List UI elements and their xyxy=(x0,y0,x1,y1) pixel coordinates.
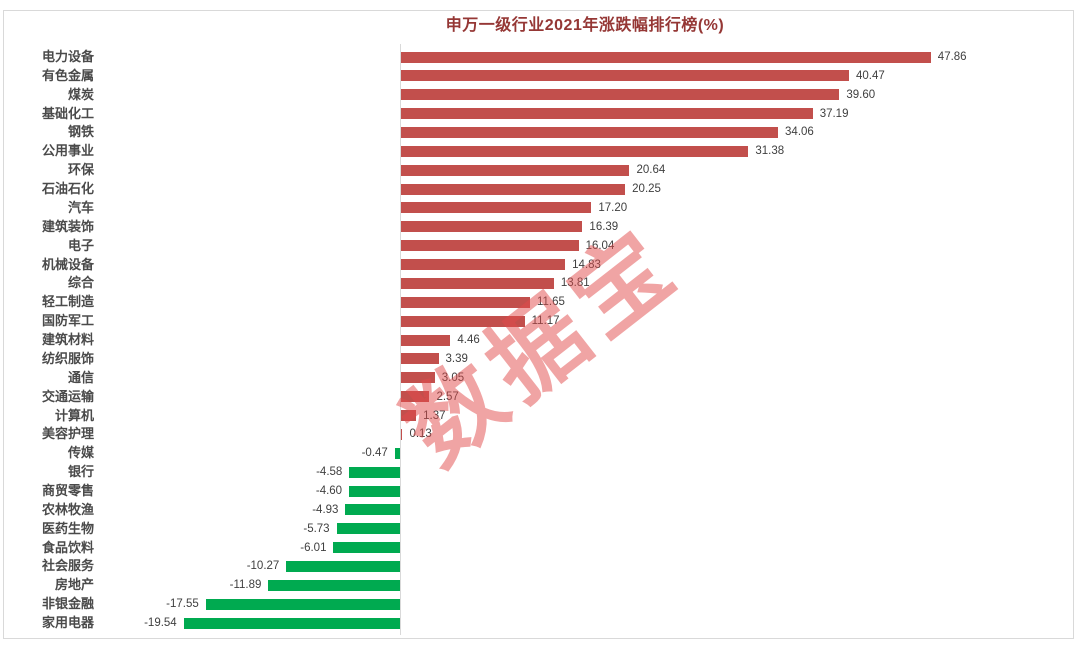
value-label: 17.20 xyxy=(598,201,628,214)
category-label: 传媒 xyxy=(67,445,94,461)
value-label: 34.06 xyxy=(785,126,814,139)
bar xyxy=(401,183,626,195)
bar xyxy=(268,579,400,591)
value-label: 0.13 xyxy=(409,428,432,441)
bar xyxy=(336,523,400,535)
value-label: -10.27 xyxy=(246,560,280,573)
bar xyxy=(345,504,400,516)
category-label: 机械设备 xyxy=(41,256,94,272)
bar xyxy=(401,221,583,233)
category-label: 医药生物 xyxy=(41,520,94,536)
category-label: 社会服务 xyxy=(41,558,94,574)
value-label: 3.05 xyxy=(441,371,465,384)
value-label: 20.25 xyxy=(632,183,661,196)
bar xyxy=(401,51,931,63)
bar xyxy=(349,466,400,478)
value-label: 16.04 xyxy=(585,239,615,252)
category-label: 电力设备 xyxy=(41,49,94,64)
value-label: 11.65 xyxy=(536,296,565,309)
category-label: 交通运输 xyxy=(41,388,94,404)
value-label: -4.60 xyxy=(315,485,343,497)
value-label: -4.58 xyxy=(316,466,343,479)
category-label: 商贸零售 xyxy=(41,483,94,498)
value-label: 16.39 xyxy=(589,220,619,233)
bar xyxy=(394,447,400,459)
value-label: -4.93 xyxy=(312,503,339,516)
value-label: 14.83 xyxy=(572,258,601,271)
value-label: -19.54 xyxy=(144,617,177,630)
chart-frame xyxy=(3,10,1074,639)
value-label: 4.46 xyxy=(457,334,480,347)
bar xyxy=(401,410,417,422)
category-label: 美容护理 xyxy=(41,426,94,442)
bar xyxy=(401,240,579,252)
value-label: 2.57 xyxy=(436,390,459,403)
value-label: 13.81 xyxy=(560,277,590,290)
category-label: 轻工制造 xyxy=(41,294,94,310)
value-label: 47.86 xyxy=(937,51,967,63)
bar xyxy=(401,334,451,346)
category-label: 食品饮料 xyxy=(41,539,94,555)
value-label: 40.47 xyxy=(856,69,885,82)
category-label: 建筑材料 xyxy=(41,332,94,348)
category-label: 非银金融 xyxy=(41,596,94,612)
bar xyxy=(333,542,400,554)
category-label: 房地产 xyxy=(54,577,94,593)
bar xyxy=(401,108,813,120)
category-label: 家用电器 xyxy=(41,615,94,631)
bar xyxy=(401,145,749,157)
bar xyxy=(183,617,400,629)
bar xyxy=(401,126,779,138)
bar xyxy=(349,485,400,497)
category-label: 石油石化 xyxy=(41,181,94,197)
bar xyxy=(286,560,400,572)
category-label: 电子 xyxy=(67,237,94,253)
category-label: 煤炭 xyxy=(67,86,94,102)
category-label: 环保 xyxy=(67,162,94,178)
value-label: 39.60 xyxy=(846,88,876,101)
bar xyxy=(401,164,630,176)
bar xyxy=(205,598,400,610)
category-label: 有色金属 xyxy=(41,67,94,83)
bar xyxy=(401,202,592,214)
category-label: 银行 xyxy=(67,464,94,480)
bar xyxy=(401,391,430,403)
bar xyxy=(401,89,840,101)
category-label: 综合 xyxy=(67,275,94,291)
bar xyxy=(401,70,849,82)
value-label: -11.89 xyxy=(229,579,262,592)
value-label: 1.37 xyxy=(423,409,446,422)
category-label: 通信 xyxy=(67,369,94,385)
value-label: 11.17 xyxy=(531,315,560,328)
bar xyxy=(401,428,403,440)
zero-axis-line xyxy=(400,44,401,635)
bar xyxy=(401,372,435,384)
chart-title: 申万一级行业2021年涨跌幅排行榜(%) xyxy=(445,17,725,34)
value-label: 3.39 xyxy=(445,352,468,365)
bar xyxy=(401,353,439,365)
value-label: 20.64 xyxy=(636,164,666,177)
value-label: 31.38 xyxy=(755,145,785,158)
category-label: 国防军工 xyxy=(41,313,94,329)
bar xyxy=(401,315,525,327)
category-label: 基础化工 xyxy=(41,105,94,121)
category-label: 计算机 xyxy=(54,407,94,423)
value-label: -5.73 xyxy=(303,522,330,535)
value-label: -6.01 xyxy=(300,541,327,554)
value-label: -0.47 xyxy=(361,447,388,460)
category-label: 钢铁 xyxy=(67,124,94,140)
category-label: 农林牧渔 xyxy=(41,501,94,517)
bar xyxy=(401,296,530,308)
bar xyxy=(401,277,554,289)
category-label: 建筑装饰 xyxy=(41,218,94,234)
value-label: -17.55 xyxy=(166,598,199,611)
category-label: 纺织服饰 xyxy=(41,350,94,366)
bar xyxy=(401,259,566,271)
category-label: 汽车 xyxy=(67,199,94,215)
value-label: 37.19 xyxy=(819,107,849,120)
category-label: 公用事业 xyxy=(41,143,94,159)
